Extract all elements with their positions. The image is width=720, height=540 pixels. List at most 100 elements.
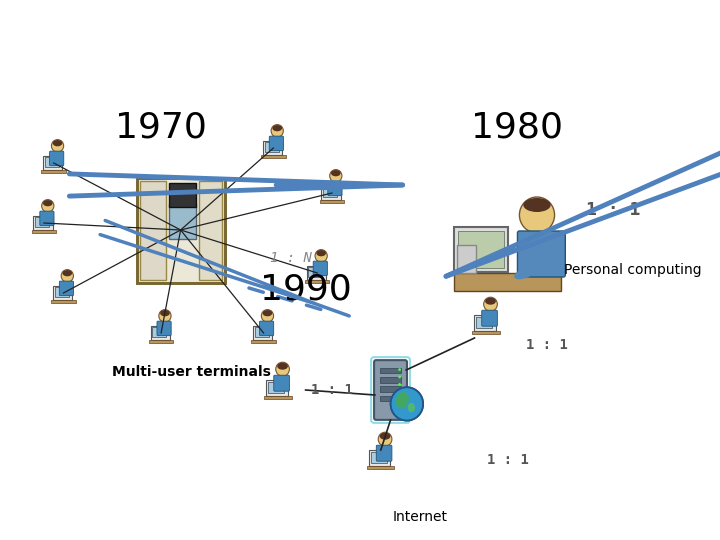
FancyBboxPatch shape (374, 360, 407, 420)
Circle shape (271, 125, 284, 137)
Text: 1970: 1970 (115, 110, 207, 144)
Ellipse shape (272, 125, 282, 131)
Bar (269, 382, 284, 393)
FancyBboxPatch shape (253, 326, 272, 340)
Bar (477, 317, 492, 328)
Circle shape (378, 432, 392, 446)
Bar (305, 280, 330, 283)
Ellipse shape (43, 200, 53, 206)
Circle shape (398, 383, 401, 386)
FancyBboxPatch shape (474, 315, 496, 331)
FancyBboxPatch shape (454, 227, 508, 272)
Text: 1 : 1: 1 : 1 (311, 383, 353, 397)
Bar (45, 158, 59, 167)
Text: Personal computing: Personal computing (564, 263, 701, 277)
Ellipse shape (514, 267, 536, 279)
FancyBboxPatch shape (328, 181, 342, 195)
Circle shape (42, 200, 54, 212)
Bar (323, 187, 337, 197)
Bar (472, 331, 500, 334)
Circle shape (330, 170, 342, 182)
Ellipse shape (316, 250, 326, 256)
FancyBboxPatch shape (263, 141, 282, 155)
FancyBboxPatch shape (313, 261, 328, 275)
Bar (264, 396, 292, 399)
Bar (152, 327, 166, 338)
Bar (149, 340, 174, 343)
FancyBboxPatch shape (377, 445, 392, 461)
Text: 1990: 1990 (260, 273, 351, 307)
Bar (41, 170, 66, 173)
Bar (454, 273, 562, 291)
FancyBboxPatch shape (33, 215, 53, 230)
Circle shape (276, 362, 289, 376)
Bar (379, 386, 402, 392)
Circle shape (398, 376, 401, 379)
Bar (379, 377, 402, 382)
Bar (379, 368, 402, 373)
FancyBboxPatch shape (50, 151, 64, 166)
Ellipse shape (63, 270, 72, 276)
FancyBboxPatch shape (269, 136, 284, 151)
Bar (261, 155, 286, 158)
Bar (251, 340, 276, 343)
Bar (255, 327, 269, 338)
Ellipse shape (331, 170, 341, 177)
FancyBboxPatch shape (266, 380, 288, 396)
Ellipse shape (523, 198, 551, 212)
Bar (379, 396, 402, 401)
Bar (457, 245, 477, 273)
Ellipse shape (160, 310, 170, 316)
Circle shape (519, 197, 554, 233)
Bar (199, 181, 222, 280)
Bar (169, 204, 197, 239)
Ellipse shape (53, 140, 63, 146)
Ellipse shape (408, 403, 415, 412)
Bar (371, 452, 387, 463)
Circle shape (159, 309, 171, 322)
Bar (169, 183, 197, 207)
Bar (367, 466, 395, 469)
FancyBboxPatch shape (274, 375, 289, 391)
Text: 1980: 1980 (472, 110, 564, 144)
FancyBboxPatch shape (518, 231, 565, 277)
Circle shape (484, 297, 498, 311)
FancyBboxPatch shape (157, 321, 171, 336)
Bar (308, 267, 323, 278)
Bar (140, 181, 166, 280)
FancyBboxPatch shape (53, 286, 72, 300)
Ellipse shape (396, 392, 409, 408)
Circle shape (61, 269, 73, 282)
FancyBboxPatch shape (40, 211, 54, 226)
Ellipse shape (485, 298, 496, 305)
Bar (458, 231, 504, 268)
Text: Internet: Internet (392, 510, 447, 524)
Ellipse shape (263, 310, 272, 316)
Circle shape (261, 309, 274, 322)
Ellipse shape (277, 363, 288, 370)
Text: 1 : 1: 1 : 1 (487, 453, 528, 467)
Circle shape (390, 387, 423, 421)
FancyBboxPatch shape (369, 450, 390, 466)
Bar (32, 230, 56, 233)
Ellipse shape (379, 433, 390, 440)
Bar (320, 200, 344, 202)
FancyBboxPatch shape (259, 321, 274, 336)
Bar (264, 143, 279, 152)
Bar (51, 300, 76, 303)
FancyBboxPatch shape (482, 310, 498, 326)
FancyBboxPatch shape (137, 178, 225, 283)
Circle shape (398, 368, 401, 371)
Bar (55, 287, 68, 298)
FancyBboxPatch shape (43, 156, 63, 170)
FancyBboxPatch shape (150, 326, 170, 340)
Text: 1 : 1: 1 : 1 (586, 201, 640, 219)
Text: Multi-user terminals: Multi-user terminals (112, 365, 271, 379)
Bar (35, 218, 49, 227)
FancyBboxPatch shape (59, 281, 73, 296)
FancyBboxPatch shape (321, 186, 341, 200)
Text: 1 : 1: 1 : 1 (526, 338, 567, 352)
Circle shape (315, 249, 328, 262)
FancyBboxPatch shape (307, 266, 326, 280)
Circle shape (51, 140, 63, 152)
